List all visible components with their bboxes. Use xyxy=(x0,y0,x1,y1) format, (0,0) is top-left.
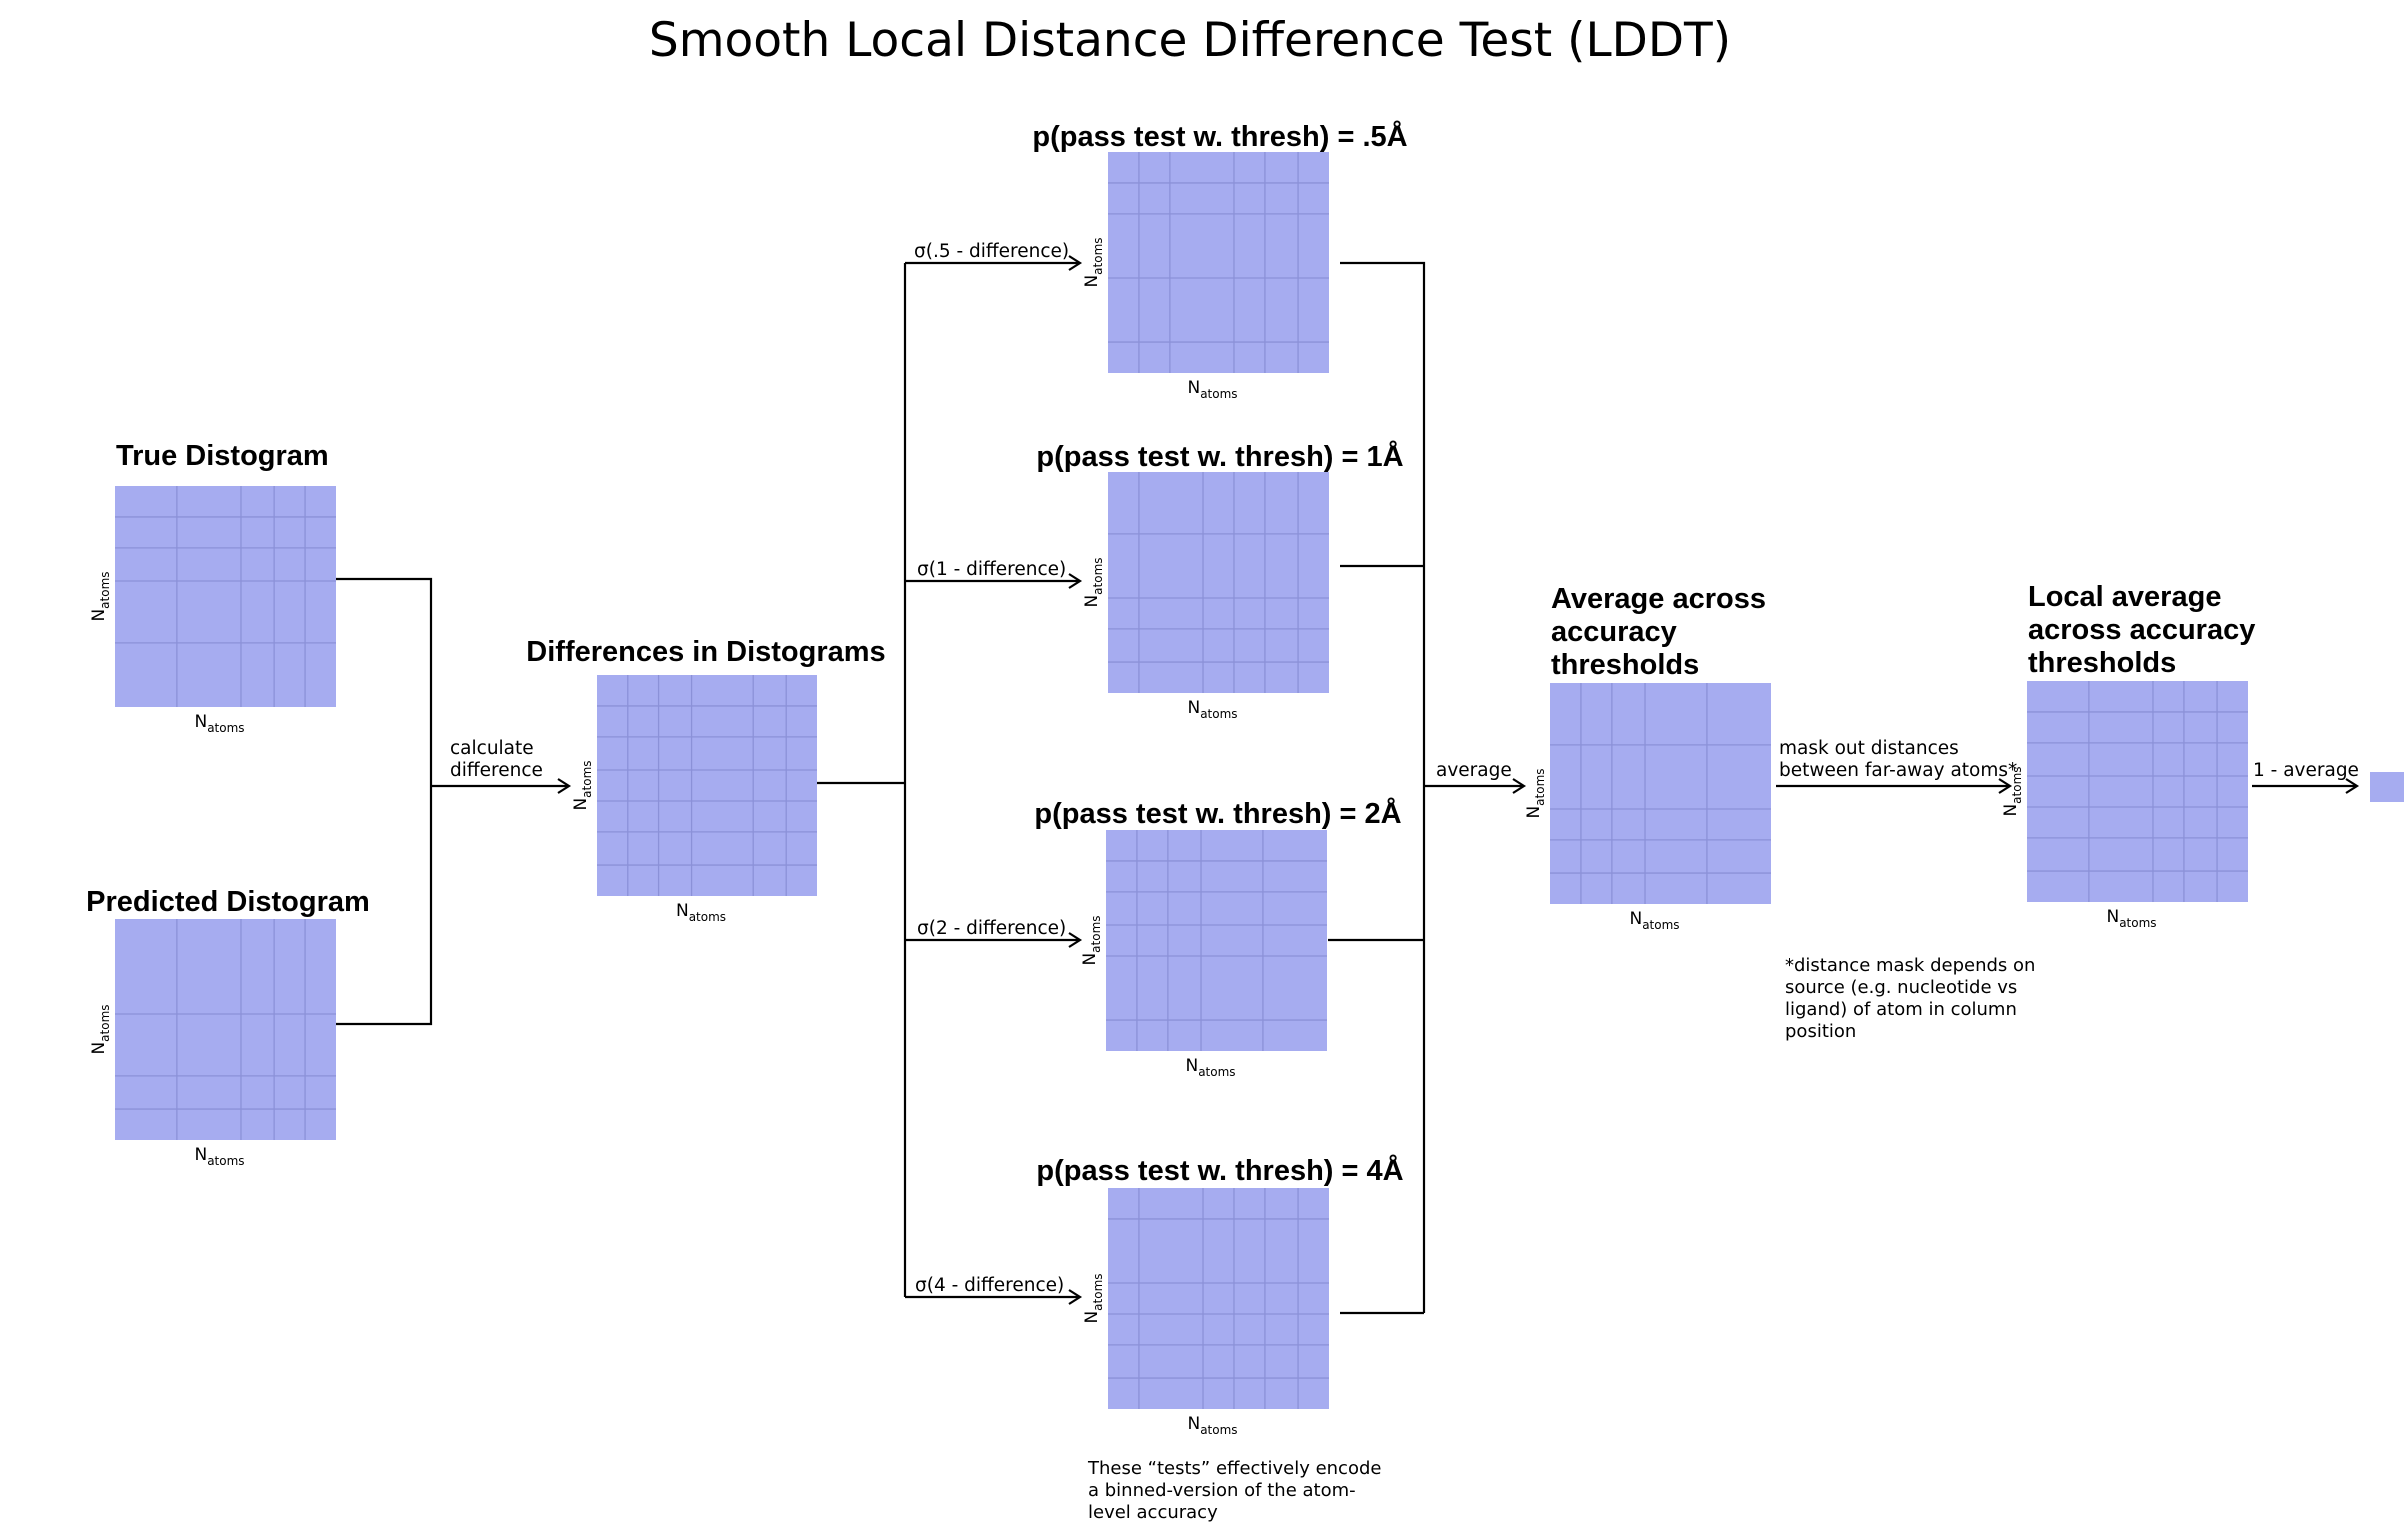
matrix-thresh-2: p(pass test w. thresh) = 2Å Natoms Natoms xyxy=(1034,797,1401,1079)
matrix-heading: p(pass test w. thresh) = 2Å xyxy=(1034,797,1401,830)
axis-label-rows: Natoms xyxy=(1524,768,1547,818)
matrix-average: Average across accuracy thresholds Natoms Na… xyxy=(1524,583,1771,932)
edge-label-average: average xyxy=(1436,760,1512,781)
axis-label-columns: Natoms xyxy=(194,712,244,735)
axis-label-columns: Natoms xyxy=(676,901,726,924)
matrix-heading: p(pass test w. thresh) = 1Å xyxy=(1036,440,1403,473)
matrix-body xyxy=(1108,152,1329,373)
edge-label-sigma-1: σ(1 - difference) xyxy=(917,559,1066,580)
matrix-body xyxy=(1106,830,1327,1051)
axis-label-columns: Natoms xyxy=(1187,1414,1237,1437)
matrix-body xyxy=(115,919,336,1140)
matrix-heading: Local average across accuracy thresholds xyxy=(2028,581,2255,679)
arrowhead-one-minus-average xyxy=(2345,778,2360,794)
axis-label-columns: Natoms xyxy=(194,1145,244,1168)
edge-label-calculate-difference: calculate difference xyxy=(450,738,543,781)
axis-label-rows: Natoms xyxy=(1082,557,1105,607)
edge-label-sigma-4: σ(4 - difference) xyxy=(915,1275,1064,1296)
matrix-heading: True Distogram xyxy=(116,440,329,472)
matrix-body xyxy=(1108,472,1329,693)
matrix-differences: Differences in Distograms Natoms Natoms xyxy=(526,636,885,924)
matrix-thresh-1: p(pass test w. thresh) = 1Å Natoms Natoms xyxy=(1036,440,1403,721)
axis-label-rows: Natoms xyxy=(1080,915,1103,965)
arrowhead-mask-out xyxy=(1998,778,2013,794)
matrix-body xyxy=(1108,1188,1329,1409)
connector-thresh05-out xyxy=(1340,261,1426,1313)
edge-label-sigma-2: σ(2 - difference) xyxy=(917,918,1066,939)
mask-note: *distance mask depends on source (e.g. n… xyxy=(1785,955,2041,1042)
matrix-body xyxy=(115,486,336,707)
axis-label-columns: Natoms xyxy=(1187,378,1237,401)
matrix-body xyxy=(597,675,817,896)
matrix-heading: Average across accuracy thresholds xyxy=(1551,583,1766,681)
matrix-thresh-4: p(pass test w. thresh) = 4Å Natoms Natoms xyxy=(1036,1154,1403,1437)
matrix-heading: Predicted Distogram xyxy=(86,886,370,918)
matrix-body xyxy=(2027,681,2248,902)
axis-label-columns: Natoms xyxy=(1187,698,1237,721)
connectors xyxy=(336,255,2360,1315)
output-scalar xyxy=(2370,772,2404,802)
arrowhead-sigma-1 xyxy=(1068,573,1083,589)
axis-label-rows: Natoms xyxy=(89,571,112,621)
axis-label-rows: Natoms xyxy=(1082,1273,1105,1323)
matrix-heading: Differences in Distograms xyxy=(526,636,885,668)
edge-label-mask-out: mask out distances between far-away atom… xyxy=(1779,738,2017,781)
edge-label-sigma-05: σ(.5 - difference) xyxy=(914,241,1069,262)
matrix-heading: p(pass test w. thresh) = 4Å xyxy=(1036,1154,1403,1187)
axis-label-columns: Natoms xyxy=(2106,907,2156,930)
matrix-thresh-05: p(pass test w. thresh) = .5Å Natoms Natoms xyxy=(1032,120,1407,401)
arrowhead-sigma-4 xyxy=(1068,1289,1083,1305)
axis-label-rows: Natoms xyxy=(89,1004,112,1054)
axis-label-columns: Natoms xyxy=(1185,1056,1235,1079)
diagram-title: Smooth Local Distance Difference Test (L… xyxy=(649,13,1731,68)
connector-predicted-to-merge xyxy=(336,786,433,1026)
matrix-local-average: Local average across accuracy thresholds Na… xyxy=(2001,581,2255,930)
edge-label-one-minus-average: 1 - average xyxy=(2253,760,2359,781)
axis-label-rows: Natoms xyxy=(1082,237,1105,287)
matrix-body xyxy=(1550,683,1771,904)
axis-label-rows: Natoms xyxy=(2001,766,2024,816)
matrix-predicted-distogram: Predicted Distogram Natoms Natoms xyxy=(86,886,370,1168)
axis-label-rows: Natoms xyxy=(571,760,594,810)
arrowhead-sigma-2 xyxy=(1068,932,1083,948)
connector-true-to-merge xyxy=(336,577,433,786)
axis-label-columns: Natoms xyxy=(1629,909,1679,932)
arrowhead-calculate-difference xyxy=(557,778,572,794)
matrix-heading: p(pass test w. thresh) = .5Å xyxy=(1032,120,1407,153)
tests-note: These “tests” effectively encode a binne… xyxy=(1087,1458,1387,1523)
arrowhead-sigma-05 xyxy=(1068,255,1083,271)
arrowhead-average xyxy=(1512,778,1527,794)
matrix-true-distogram: True Distogram Natoms Natoms xyxy=(89,440,336,735)
